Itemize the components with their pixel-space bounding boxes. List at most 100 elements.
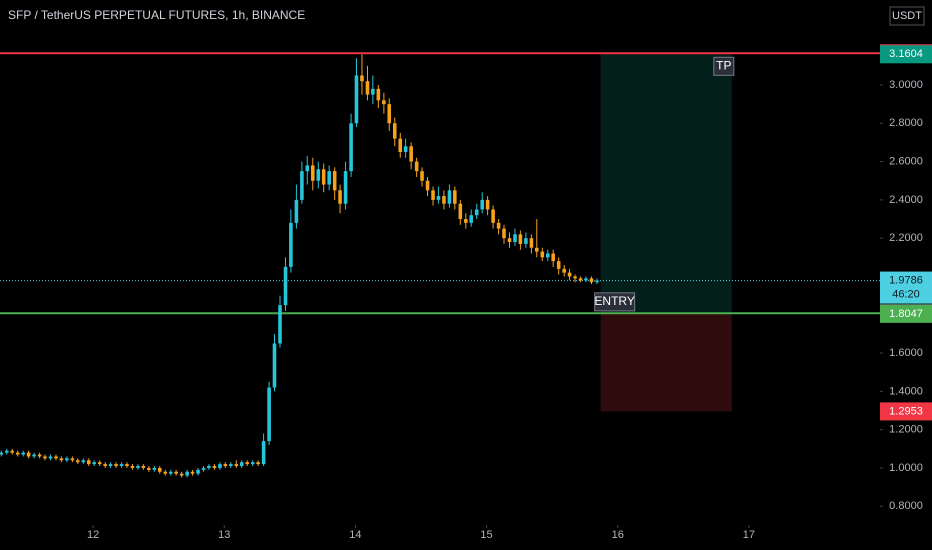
candle-body bbox=[212, 466, 217, 468]
candle-body bbox=[327, 171, 331, 185]
candle-body bbox=[108, 464, 113, 467]
y-tick-label: 2.6000 bbox=[889, 156, 923, 168]
candle-body bbox=[567, 272, 572, 277]
target-zone bbox=[600, 54, 732, 314]
candle-body bbox=[573, 276, 577, 279]
candle-body bbox=[250, 462, 255, 465]
candle-body bbox=[130, 466, 135, 468]
candle-body bbox=[584, 278, 588, 281]
candle-body bbox=[556, 261, 561, 269]
candle-body bbox=[86, 460, 91, 465]
y-tick-label: 1.0000 bbox=[889, 462, 923, 474]
candle-body bbox=[278, 305, 282, 344]
candle-body bbox=[174, 471, 178, 474]
x-tick-label: 16 bbox=[612, 529, 624, 541]
entry-label: ENTRY bbox=[594, 294, 634, 308]
target-price-tag-box bbox=[880, 45, 932, 64]
candle-body bbox=[305, 165, 310, 172]
candle-body bbox=[349, 123, 353, 172]
x-tick-label: 14 bbox=[349, 529, 361, 541]
candle-body bbox=[365, 81, 370, 95]
candle-body bbox=[360, 75, 364, 82]
candle-body bbox=[54, 456, 58, 459]
x-tick-label: 13 bbox=[218, 529, 230, 541]
candle-body bbox=[15, 452, 20, 455]
y-tick-label: 0.8000 bbox=[889, 500, 923, 512]
candle-body bbox=[447, 190, 452, 204]
candle-body bbox=[442, 196, 446, 204]
candle-body bbox=[300, 171, 304, 200]
currency[interactable]: USDT bbox=[892, 10, 922, 22]
candle-body bbox=[310, 165, 315, 181]
candle-body bbox=[201, 467, 206, 470]
candle-body bbox=[496, 222, 501, 229]
candle-body bbox=[185, 471, 189, 476]
candle-body bbox=[420, 171, 424, 181]
candle-body bbox=[21, 452, 26, 455]
candle-body bbox=[518, 234, 523, 244]
candle-body bbox=[403, 146, 408, 153]
candle-body bbox=[578, 278, 583, 281]
candle-body bbox=[294, 199, 299, 223]
candle-body bbox=[119, 464, 124, 467]
candle-body bbox=[534, 247, 539, 252]
candle-body bbox=[267, 387, 271, 442]
candle-body bbox=[10, 450, 14, 453]
candle-body bbox=[354, 75, 359, 124]
candle-body bbox=[469, 215, 474, 223]
y-tick-label: 1.4000 bbox=[889, 385, 923, 397]
x-tick-label: 15 bbox=[480, 529, 492, 541]
candle-body bbox=[218, 464, 222, 468]
candle-body bbox=[283, 266, 288, 306]
candle-body bbox=[125, 464, 129, 467]
stop-zone bbox=[600, 313, 732, 412]
candle-body bbox=[92, 462, 96, 465]
x-tick-label: 12 bbox=[87, 529, 99, 541]
entry-label-box bbox=[594, 292, 636, 312]
candle-body bbox=[491, 209, 495, 223]
candle-body bbox=[163, 471, 168, 474]
candle-body bbox=[5, 450, 9, 453]
candle-body bbox=[59, 458, 64, 461]
candle-body bbox=[371, 88, 375, 95]
candle-body bbox=[26, 452, 31, 457]
candle-body bbox=[382, 100, 386, 105]
candle-body bbox=[261, 441, 266, 465]
candle-body bbox=[179, 473, 184, 476]
countdown: 46:20 bbox=[892, 288, 920, 300]
candle-body bbox=[464, 219, 468, 223]
plot: TP ENTRY bbox=[0, 52, 880, 478]
currency-box[interactable] bbox=[889, 6, 925, 26]
candle-body bbox=[43, 456, 47, 459]
candle-body bbox=[32, 454, 36, 457]
candle-body bbox=[338, 190, 342, 204]
candle-body bbox=[223, 464, 228, 467]
candle-body bbox=[376, 88, 381, 101]
target-label: TP bbox=[716, 58, 731, 72]
candle-body bbox=[207, 466, 211, 468]
y-tick-label: 2.4000 bbox=[889, 194, 923, 206]
y-tick-label: 2.8000 bbox=[889, 117, 923, 129]
candle-body bbox=[239, 462, 244, 467]
candle-body bbox=[152, 467, 157, 470]
candle-body bbox=[595, 280, 599, 283]
candle-body bbox=[480, 199, 485, 210]
candle-body bbox=[114, 464, 118, 467]
candle-body bbox=[316, 169, 321, 181]
target-label-box bbox=[713, 56, 735, 76]
candle-body bbox=[0, 452, 4, 455]
candle-body bbox=[436, 196, 441, 200]
candle-body bbox=[321, 169, 326, 185]
candle-body bbox=[190, 471, 195, 474]
x-tick-label: 17 bbox=[743, 529, 755, 541]
candle-body bbox=[103, 464, 107, 467]
candle-body bbox=[546, 253, 550, 258]
candle-body bbox=[234, 464, 239, 467]
candle-body bbox=[502, 228, 506, 239]
stop-price-tag: 1.2953 bbox=[889, 405, 923, 417]
chart-title: SFP / TetherUS PERPETUAL FUTURES, 1h, BI… bbox=[8, 8, 305, 22]
candle-body bbox=[409, 146, 413, 162]
candle-body bbox=[196, 469, 200, 474]
candle-body bbox=[343, 171, 348, 204]
y-tick-label: 1.6000 bbox=[889, 347, 923, 359]
